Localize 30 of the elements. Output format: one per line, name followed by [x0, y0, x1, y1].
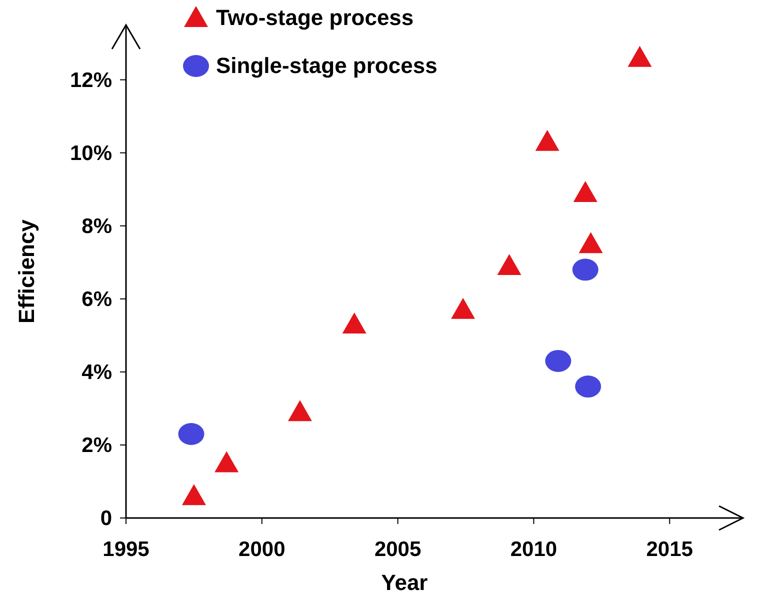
x-tick-label: 2000 — [238, 538, 286, 561]
point — [497, 254, 522, 276]
y-tick-label: 6% — [82, 288, 112, 311]
x-tick-label: 2005 — [374, 538, 422, 561]
legend-label: Two-stage process — [216, 5, 414, 30]
y-tick-label: 8% — [82, 214, 112, 238]
point — [214, 451, 239, 472]
point — [578, 232, 603, 254]
y-tick-label: 4% — [82, 360, 112, 384]
x-tick-label: 2010 — [510, 538, 558, 561]
y-tick-label: 10% — [70, 142, 112, 165]
x-tick-label: 1995 — [102, 538, 150, 561]
y-tick-label: 0 — [100, 507, 112, 530]
x-axis-title: Year — [381, 570, 428, 595]
point — [535, 130, 560, 151]
point — [628, 46, 652, 67]
point — [575, 376, 602, 398]
point — [573, 180, 598, 202]
y-tick-label: 12% — [70, 68, 112, 92]
point — [288, 400, 312, 422]
y-tick-label: 2% — [82, 434, 112, 457]
y-axis-title: Efficiency — [14, 218, 39, 324]
point — [182, 484, 206, 506]
point — [342, 312, 366, 334]
point — [451, 298, 476, 319]
point — [545, 350, 572, 372]
point — [572, 258, 598, 281]
legend-label: Single-stage process — [216, 53, 438, 78]
x-tick-label: 2015 — [646, 538, 694, 561]
point — [178, 423, 204, 446]
